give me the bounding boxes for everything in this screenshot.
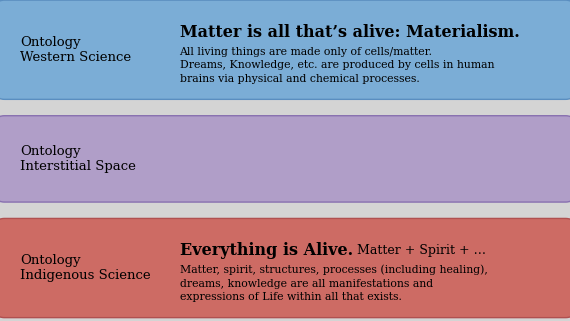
FancyBboxPatch shape xyxy=(0,0,570,100)
Text: All living things are made only of cells/matter.
Dreams, Knowledge, etc. are pro: All living things are made only of cells… xyxy=(180,47,494,84)
Text: Matter is all that’s alive: Materialism.: Matter is all that’s alive: Materialism. xyxy=(180,24,519,40)
Text: Matter + Spirit + …: Matter + Spirit + … xyxy=(353,244,486,257)
FancyBboxPatch shape xyxy=(0,218,570,317)
Text: Ontology
Indigenous Science: Ontology Indigenous Science xyxy=(20,254,150,282)
Text: Ontology
Western Science: Ontology Western Science xyxy=(20,36,131,64)
Text: Ontology
Interstitial Space: Ontology Interstitial Space xyxy=(20,145,136,173)
FancyBboxPatch shape xyxy=(0,116,570,202)
Text: Everything is Alive.: Everything is Alive. xyxy=(180,242,353,259)
Text: Matter, spirit, structures, processes (including healing),
dreams, knowledge are: Matter, spirit, structures, processes (i… xyxy=(180,265,487,302)
